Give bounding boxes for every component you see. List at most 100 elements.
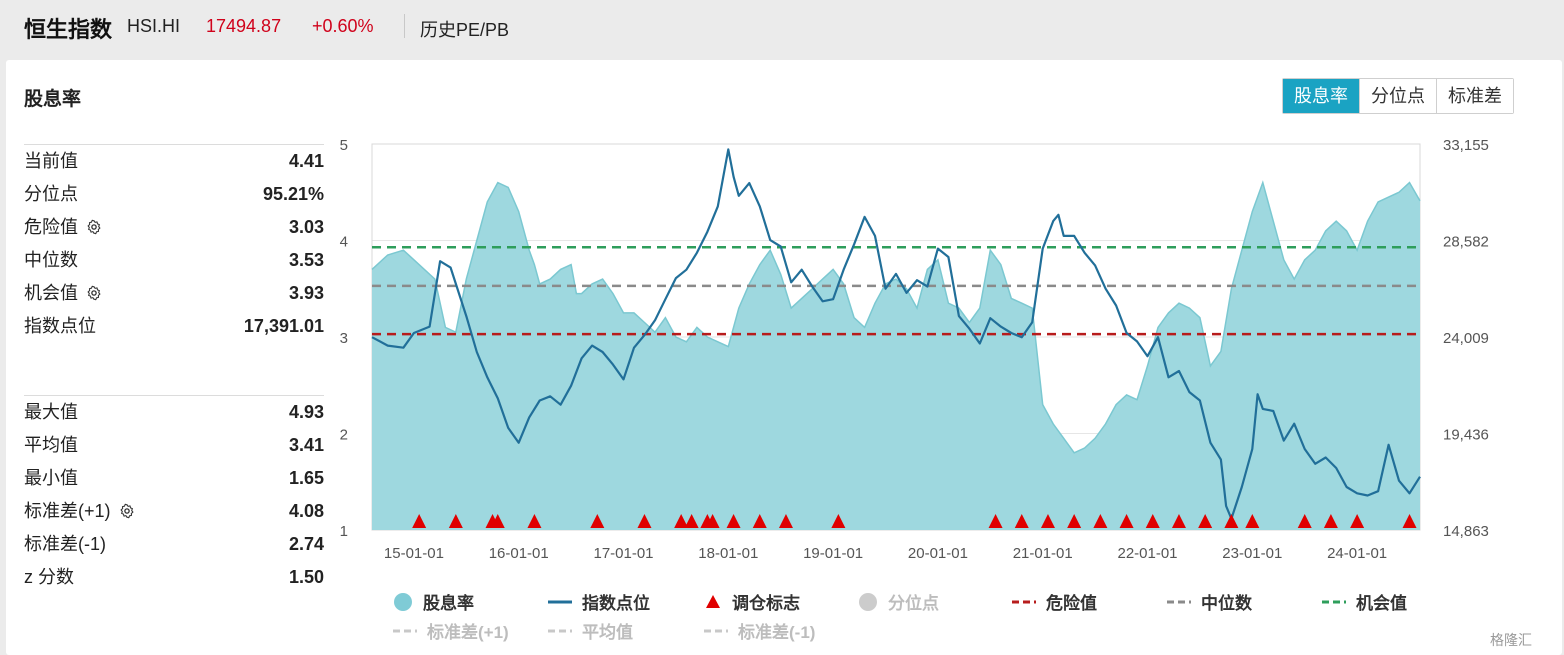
rebalance-marker: [1245, 514, 1260, 528]
tab-std-dev[interactable]: 标准差: [1436, 79, 1513, 113]
rebalance-marker: [1171, 514, 1186, 528]
legend-item[interactable]: 调仓标志: [704, 589, 800, 617]
stats-group-current: 当前值 4.41 分位点 95.21% 危险值 3.03 中位数 3.53 机会值 3.93 指数点…: [24, 145, 324, 343]
watermark: 格隆汇: [1490, 632, 1532, 648]
rebalance-marker: [1402, 514, 1417, 528]
stat-label: 当前值: [24, 151, 78, 171]
y-right-tick-label: 14,863: [1443, 523, 1489, 540]
series-dividend-yield-line: [371, 180, 1421, 454]
stat-value: 3.53: [288, 250, 324, 270]
x-tick-label: 18-01-01: [698, 545, 758, 562]
index-name: 恒生指数: [24, 17, 113, 42]
stat-row: 标准差(+1) 4.08: [24, 495, 324, 528]
rebalance-marker: [590, 514, 605, 528]
x-tick-label: 16-01-01: [489, 545, 549, 562]
rebalance-marker: [726, 514, 741, 528]
stat-label: 中位数: [24, 250, 78, 270]
gear-icon[interactable]: [111, 501, 135, 521]
legend-label: 指数点位: [582, 594, 650, 613]
stats-group-history: 最大值 4.93 平均值 3.41 最小值 1.65 标准差(+1) 4.08 标准差(-1) 2…: [24, 396, 324, 594]
legend-label: 危险值: [1046, 594, 1097, 613]
rebalance-marker: [412, 514, 427, 528]
rebalance-marker: [1040, 514, 1055, 528]
legend-item[interactable]: 机会值: [1322, 589, 1407, 617]
rebalance-marker: [1067, 514, 1082, 528]
x-tick-label: 24-01-01: [1327, 545, 1387, 562]
y-right-tick-label: 24,009: [1443, 330, 1489, 347]
stat-label: 最大值: [24, 402, 78, 422]
gear-icon[interactable]: [78, 283, 102, 303]
legend-label: 标准差(+1): [427, 623, 509, 642]
stat-value: 2.74: [288, 534, 324, 554]
rebalance-marker: [705, 514, 720, 528]
x-tick-label: 17-01-01: [593, 545, 653, 562]
stats-divider-bottom: [24, 395, 324, 396]
x-tick-label: 19-01-01: [803, 545, 863, 562]
rebalance-marker: [1224, 514, 1239, 528]
legend-item[interactable]: 股息率: [393, 589, 474, 617]
stat-row: 分位点 95.21%: [24, 178, 324, 211]
stat-value: 95.21%: [262, 184, 324, 204]
rebalance-marker: [1297, 514, 1312, 528]
legend-label: 中位数: [1201, 594, 1252, 613]
y-right-tick-label: 28,582: [1443, 234, 1489, 251]
stat-label: 机会值: [24, 277, 102, 310]
stat-value: 1.50: [288, 567, 324, 587]
rebalance-marker: [527, 514, 542, 528]
stat-value: 3.93: [288, 283, 324, 303]
legend-label: 分位点: [888, 594, 939, 613]
stat-label: 分位点: [24, 184, 78, 204]
index-price: 17494.87: [206, 16, 282, 36]
header-bar: 恒生指数 HSI.HI 17494.87 +0.60% 历史PE/PB: [0, 0, 1564, 56]
stat-value: 3.03: [288, 217, 324, 237]
legend-item[interactable]: 分位点: [858, 589, 939, 617]
rebalance-marker: [1145, 514, 1160, 528]
legend-item[interactable]: 指数点位: [548, 589, 650, 617]
metric-tabs: 股息率 分位点 标准差: [1282, 78, 1514, 114]
history-pe-pb-link[interactable]: 历史PE/PB: [420, 20, 510, 40]
gear-icon[interactable]: [78, 217, 102, 237]
stat-row: 指数点位 17,391.01: [24, 310, 324, 343]
series-index-level: [371, 148, 1421, 520]
rebalance-marker: [684, 514, 699, 528]
stat-value: 3.41: [288, 435, 324, 455]
x-tick-label: 20-01-01: [908, 545, 968, 562]
legend-marker-icon: [1012, 592, 1036, 617]
y-right-tick-label: 33,155: [1443, 137, 1489, 154]
legend-item[interactable]: 平均值: [548, 618, 633, 646]
tab-percentile[interactable]: 分位点: [1359, 79, 1436, 113]
legend-item[interactable]: 危险值: [1012, 589, 1097, 617]
legend-label: 平均值: [582, 623, 633, 642]
legend-marker-icon: [1167, 592, 1191, 617]
tab-dividend-yield[interactable]: 股息率: [1283, 79, 1359, 113]
legend-item[interactable]: 标准差(+1): [393, 618, 509, 646]
y-left-tick-label: 1: [340, 523, 348, 540]
rebalance-marker: [490, 514, 505, 528]
stat-label: z 分数: [24, 567, 75, 587]
rebalance-marker: [1198, 514, 1213, 528]
y-left-tick-label: 5: [340, 137, 348, 154]
stat-label: 指数点位: [24, 316, 96, 336]
x-tick-label: 15-01-01: [384, 545, 444, 562]
stat-row: 标准差(-1) 2.74: [24, 528, 324, 561]
legend-label: 调仓标志: [732, 594, 800, 613]
stat-value: 4.93: [288, 402, 324, 422]
legend-marker-icon: [858, 592, 878, 617]
y-left-tick-label: 3: [340, 330, 348, 347]
legend-marker-icon: [1322, 592, 1346, 617]
legend-marker-icon: [704, 592, 722, 617]
legend-item[interactable]: 中位数: [1167, 589, 1252, 617]
rebalance-marker: [752, 514, 767, 528]
header-separator: [404, 14, 405, 38]
stat-label: 平均值: [24, 435, 78, 455]
legend-label: 标准差(-1): [738, 623, 816, 642]
stat-value: 17,391.01: [243, 316, 324, 336]
rebalance-marker: [831, 514, 846, 528]
legend-label: 股息率: [423, 594, 474, 613]
legend-marker-icon: [393, 592, 413, 617]
stat-label: 危险值: [24, 211, 102, 244]
rebalance-marker: [1119, 514, 1134, 528]
legend-item[interactable]: 标准差(-1): [704, 618, 815, 646]
stat-value: 4.08: [288, 501, 324, 521]
rebalance-marker: [637, 514, 652, 528]
